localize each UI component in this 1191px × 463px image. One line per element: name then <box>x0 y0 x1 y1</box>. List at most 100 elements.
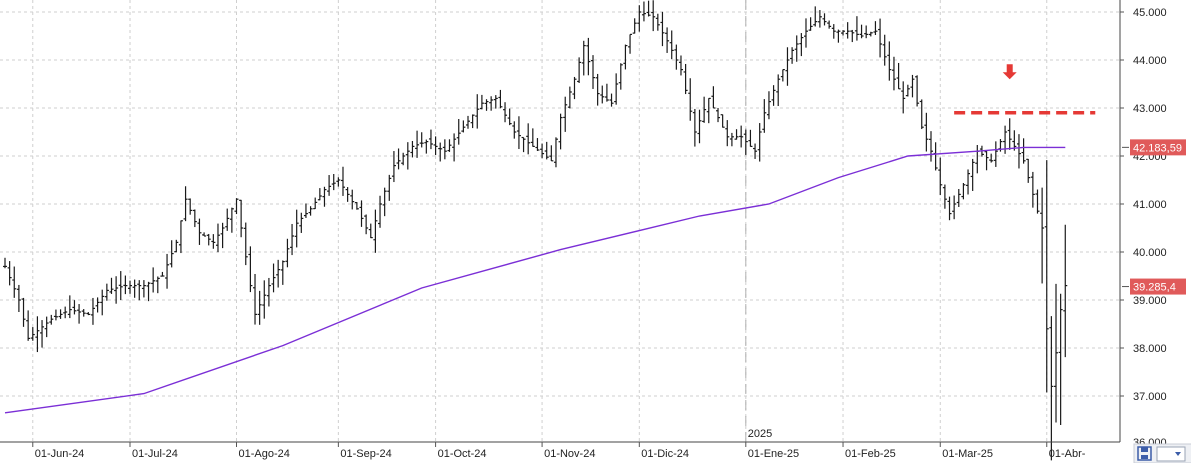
ohlc-bar <box>512 121 517 139</box>
ohlc-bar <box>896 62 901 90</box>
ohlc-bar <box>526 123 531 155</box>
ohlc-bar <box>174 239 179 253</box>
ohlc-bar <box>813 6 818 27</box>
ohlc-bar <box>600 85 605 104</box>
floppy-label <box>1141 455 1148 459</box>
ohlc-bar <box>799 33 804 57</box>
price-tag: 39.285,4 <box>1122 278 1186 295</box>
ohlc-bar <box>225 208 230 231</box>
ohlc-bar <box>317 188 322 201</box>
x-tick-label: 01-Feb-25 <box>845 448 896 460</box>
ohlc-bar <box>30 327 35 341</box>
ohlc-bar <box>248 246 253 293</box>
save-button[interactable] <box>1137 446 1152 461</box>
ohlc-bar <box>905 84 910 97</box>
ohlc-bar <box>753 143 758 159</box>
ohlc-bar <box>475 94 480 129</box>
ohlc-bar <box>81 309 86 317</box>
ohlc-bar <box>521 136 526 153</box>
y-tick-label: 39.000 <box>1133 295 1167 307</box>
price-tag-label: 42.183,59 <box>1133 142 1182 154</box>
ohlc-bar <box>165 253 170 289</box>
ohlc-bar <box>1054 283 1059 423</box>
ohlc-bar <box>461 120 466 133</box>
x-tick-label: 01-Oct-24 <box>438 448 487 460</box>
ohlc-bar <box>442 139 447 160</box>
ohlc-bar <box>498 89 503 109</box>
ohlc-bar <box>993 141 998 167</box>
ohlc-bar <box>424 139 429 154</box>
ohlc-bar <box>966 169 971 195</box>
price-tags: 42.183,59 39.285,4 <box>1122 139 1186 295</box>
ohlc-bar <box>340 166 345 196</box>
ohlc-bar <box>391 151 396 183</box>
ohlc-bar <box>331 173 336 191</box>
ohlc-bar <box>280 260 285 285</box>
ohlc-bar <box>891 56 896 91</box>
ohlc-bar <box>516 116 521 150</box>
ohlc-bar <box>364 214 369 235</box>
ohlc-bar <box>44 316 49 338</box>
ohlc-bar <box>739 125 744 148</box>
ohlc-bar <box>623 44 628 70</box>
ohlc-bar <box>794 35 799 62</box>
ohlc-bar <box>660 11 665 47</box>
ohlc-bar <box>428 129 433 150</box>
chevron-down-icon <box>1175 452 1181 456</box>
ohlc-bar <box>137 280 142 301</box>
ohlc-bar <box>544 141 549 160</box>
ohlc-bar <box>822 13 827 26</box>
ohlc-bar <box>100 289 105 316</box>
y-tick-label: 45.000 <box>1133 7 1167 19</box>
ohlc-bar <box>169 240 174 268</box>
ohlc-bar <box>229 207 234 233</box>
ohlc-bar <box>762 99 767 133</box>
ma-line <box>4 146 1066 414</box>
ohlc-bar <box>206 233 211 246</box>
ohlc-bar <box>16 284 21 313</box>
ohlc-bar <box>952 195 957 220</box>
ohlc-bar <box>243 222 248 266</box>
ohlc-bar <box>692 108 697 147</box>
ohlc-bar <box>77 304 82 324</box>
ohlc-bar <box>35 316 40 353</box>
ohlc-bar <box>924 112 929 152</box>
ohlc-bar <box>95 297 100 313</box>
ohlc-bar <box>720 114 725 128</box>
ohlc-bar <box>716 107 721 123</box>
ohlc-bar <box>285 238 290 268</box>
ohlc-bar <box>410 140 415 158</box>
ohlc-bar <box>1030 171 1035 208</box>
ohlc-bar <box>67 295 72 319</box>
ohlc-bar <box>53 309 58 321</box>
ohlc-bar <box>336 177 341 187</box>
ohlc-bar <box>743 129 748 156</box>
menu-button[interactable] <box>1156 446 1186 462</box>
ohlc-bar <box>1016 134 1021 169</box>
x-tick-label: 01-Mar-25 <box>942 448 993 460</box>
ohlc-bar <box>734 129 739 140</box>
ohlc-bar <box>220 222 225 249</box>
ohlc-bar <box>104 283 109 301</box>
y-tick-label: 38.000 <box>1133 343 1167 355</box>
ohlc-bar <box>725 120 730 147</box>
y-tick-label: 37.000 <box>1133 391 1167 403</box>
ohlc-bar <box>1026 158 1031 183</box>
ohlc-bar <box>827 20 832 29</box>
moving-average <box>4 146 1066 414</box>
ohlc-bar <box>609 93 614 107</box>
price-tag-box <box>1130 278 1186 295</box>
ohlc-bar <box>577 57 582 83</box>
ohlc-bar <box>215 223 220 253</box>
ohlc-bar <box>637 5 642 32</box>
y-tick-label: 43.000 <box>1133 103 1167 115</box>
ohlc-bar <box>567 86 572 109</box>
ohlc-bar <box>706 97 711 124</box>
ohlc-bar <box>989 153 994 163</box>
ohlc-bar <box>614 73 619 105</box>
ohlc-bar <box>864 25 869 39</box>
axes <box>0 0 1121 443</box>
ohlc-bar <box>1035 189 1040 214</box>
ohlc-bar <box>327 175 332 196</box>
